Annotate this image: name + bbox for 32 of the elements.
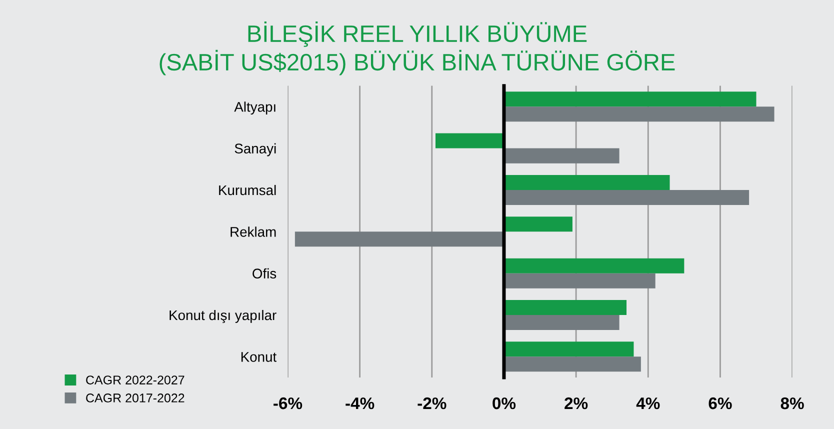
y-tick-label: Reklam: [230, 226, 276, 237]
x-tick-label: -2%: [418, 397, 446, 410]
bar: [504, 342, 634, 357]
bar: [504, 174, 670, 190]
x-tick-label: 2%: [564, 397, 588, 410]
bar: [435, 133, 504, 148]
x-tick-label: 0%: [492, 397, 516, 410]
y-tick-label: Konut: [241, 352, 277, 362]
y-tick-label: Kurumsal: [219, 184, 276, 196]
y-tick-label: Konut dışı yapılar: [170, 310, 276, 323]
legend-label: CAGR 2022-2027: [86, 376, 184, 384]
bar: [504, 106, 774, 122]
bar: [504, 258, 684, 274]
bar: [504, 190, 750, 205]
x-tick-label: 4%: [636, 397, 660, 410]
legend-label: CAGR 2017-2022: [86, 394, 184, 402]
bar: [294, 232, 504, 247]
y-tick-label: Sanayi: [234, 143, 276, 156]
x-tick-label: 8%: [780, 397, 804, 410]
x-tick-label: 6%: [708, 397, 732, 410]
bar: [504, 216, 572, 232]
x-tick-label: -6%: [274, 397, 302, 410]
bar: [504, 300, 627, 316]
bar: [504, 315, 620, 330]
bar: [504, 148, 620, 164]
x-tick-label: -4%: [346, 397, 374, 410]
bar: [504, 273, 656, 288]
bar: [504, 356, 641, 372]
y-tick-label: Ofis: [252, 268, 276, 279]
bar: [504, 92, 756, 107]
chart-title: BİLEŞİK REEL YILLIK BÜYÜME (SABİT US$2015) BÜYÜK BİNA TÜRÜNE GÖRE: [160, 21, 675, 76]
y-tick-label: Altyapı: [234, 102, 276, 115]
